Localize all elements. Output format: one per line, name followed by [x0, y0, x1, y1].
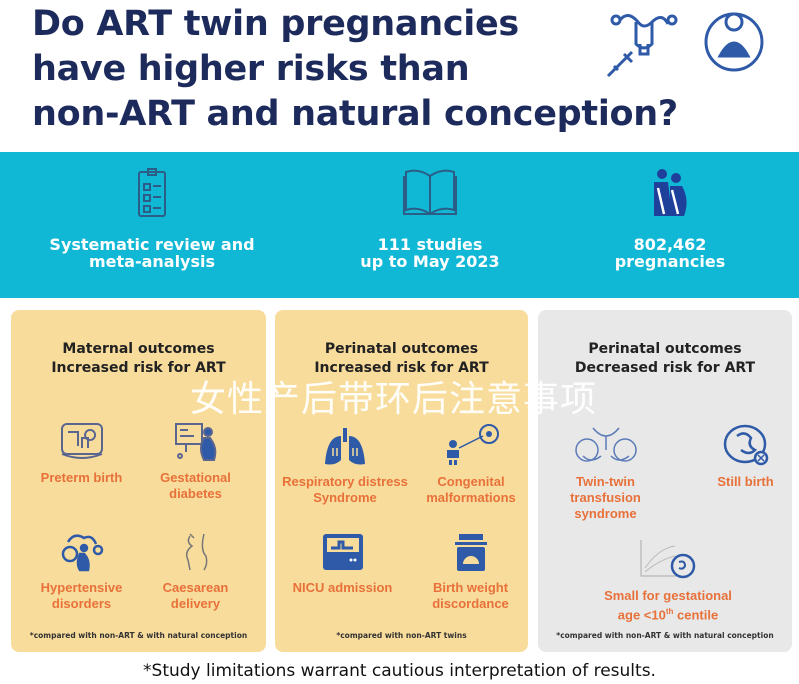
footnote: *compared with non-ART & with natural co…	[29, 631, 248, 640]
heading-line: Perinatal outcomes	[324, 341, 479, 357]
stat-text: meta-analysis	[88, 252, 216, 271]
clipboard-checklist-icon	[138, 168, 166, 217]
twin-fetuses-icon	[574, 427, 637, 462]
stat-text: up to May 2023	[360, 252, 500, 271]
outcome-label: NICU admission	[292, 580, 393, 595]
outcome-label: delivery	[170, 596, 221, 611]
panel-perinatal-decreased: Perinatal outcomes Decreased risk for ART…	[538, 310, 792, 652]
panel-maternal-outcomes: Maternal outcomes Increased risk for ART …	[11, 310, 266, 652]
outcome-label: Caesarean	[162, 580, 229, 595]
outcome-label: Gestational	[160, 470, 231, 485]
outcome-still-birth: Still birth	[683, 424, 799, 490]
outcome-twin-twin-transfusion: Twin-twin transfusion syndrome	[543, 426, 668, 522]
outcome-label: Birth weight	[432, 580, 509, 595]
title-line: Do ART twin pregnancies	[32, 4, 519, 44]
heading-line: Increased risk for ART	[51, 360, 226, 376]
outcome-label: Still birth	[717, 474, 774, 489]
heading-line: Decreased risk for ART	[574, 360, 756, 376]
label-part: centile	[673, 607, 719, 623]
page-title: Do ART twin pregnancies have higher risk…	[32, 2, 772, 137]
outcome-small-for-gestational-age: Small for gestational age <10th centile	[583, 538, 753, 623]
stat-text: pregnancies	[614, 252, 726, 271]
growth-chart-fetus-icon	[640, 540, 696, 579]
footer-note: *Study limitations warrant cautious inte…	[143, 661, 656, 681]
summary-band: Systematic review and meta-analysis 111 …	[0, 152, 799, 298]
stat-text: 802,462	[633, 235, 707, 254]
lungs-icon	[325, 428, 365, 465]
uterus-syringe-pregnant-icon	[606, 12, 764, 78]
outcome-label: Congenital	[437, 474, 505, 489]
baby-heart-icon	[447, 424, 499, 465]
outcome-label: syndrome	[574, 506, 637, 521]
panel-heading: Maternal outcomes Increased risk for ART	[11, 340, 266, 378]
caesarean-icon	[185, 533, 207, 571]
stat-review: Systematic review and meta-analysis	[22, 168, 282, 270]
outcome-label: Small for gestational	[604, 588, 732, 603]
outcome-label: diabetes	[169, 486, 222, 501]
outcome-caesarean-delivery: Caesarean delivery	[133, 532, 258, 612]
outcome-nicu-admission: NICU admission	[280, 532, 405, 596]
outcome-label: malformations	[426, 490, 516, 505]
outcome-label: Twin-twin	[576, 474, 635, 489]
footnote: *compared with non-ART & with natural co…	[556, 631, 774, 640]
outcome-birth-weight-discordance: Birth weight discordance	[408, 532, 533, 612]
outcome-label: transfusion	[570, 490, 641, 505]
open-book-icon	[403, 169, 457, 216]
stat-text: 111 studies	[377, 235, 483, 254]
baby-scale-icon	[454, 534, 487, 571]
outcome-label: Hypertensive	[40, 580, 123, 595]
fetus-x-icon	[723, 424, 768, 466]
blood-pressure-pregnant-icon	[61, 534, 103, 572]
title-line: have higher risks than	[32, 49, 470, 89]
footnote: *compared with non-ART twins	[336, 631, 467, 640]
panel-heading: Perinatal outcomes Increased risk for ART	[275, 340, 528, 378]
outcome-congenital-malformations: Congenital malformations	[416, 422, 526, 506]
incubator-icon	[60, 423, 103, 459]
panel-heading: Perinatal outcomes Decreased risk for ART	[538, 340, 792, 378]
stat-text: Systematic review and	[49, 235, 255, 254]
outcome-label: Preterm birth	[40, 470, 123, 485]
heading-line: Maternal outcomes	[62, 341, 215, 357]
outcome-label: discordance	[432, 596, 509, 611]
outcome-label: Syndrome	[313, 490, 377, 505]
stat-studies: 111 studies up to May 2023	[300, 168, 560, 270]
outcome-preterm-birth: Preterm birth	[19, 422, 144, 486]
pregnant-women-icon	[654, 169, 687, 216]
label-part: age <10	[617, 607, 666, 623]
outcome-label: disorders	[51, 596, 112, 611]
outcome-label: Respiratory distress	[282, 474, 408, 489]
glucose-monitor-pregnant-icon	[174, 423, 216, 461]
outcome-gestational-diabetes: Gestational diabetes	[133, 422, 258, 502]
heading-line: Perinatal outcomes	[588, 341, 742, 357]
heading-line: Increased risk for ART	[314, 360, 489, 376]
outcome-respiratory-distress: Respiratory distress Syndrome	[276, 426, 414, 506]
outcome-label: age <10th centile	[583, 604, 753, 623]
nicu-incubator-icon	[322, 534, 363, 570]
panel-perinatal-increased: Perinatal outcomes Increased risk for ART…	[275, 310, 528, 652]
label-superscript: th	[665, 607, 674, 616]
title-line: non-ART and natural conception?	[32, 94, 678, 134]
stat-pregnancies: 802,462 pregnancies	[540, 168, 799, 270]
outcome-hypertensive-disorders: Hypertensive disorders	[19, 532, 144, 612]
